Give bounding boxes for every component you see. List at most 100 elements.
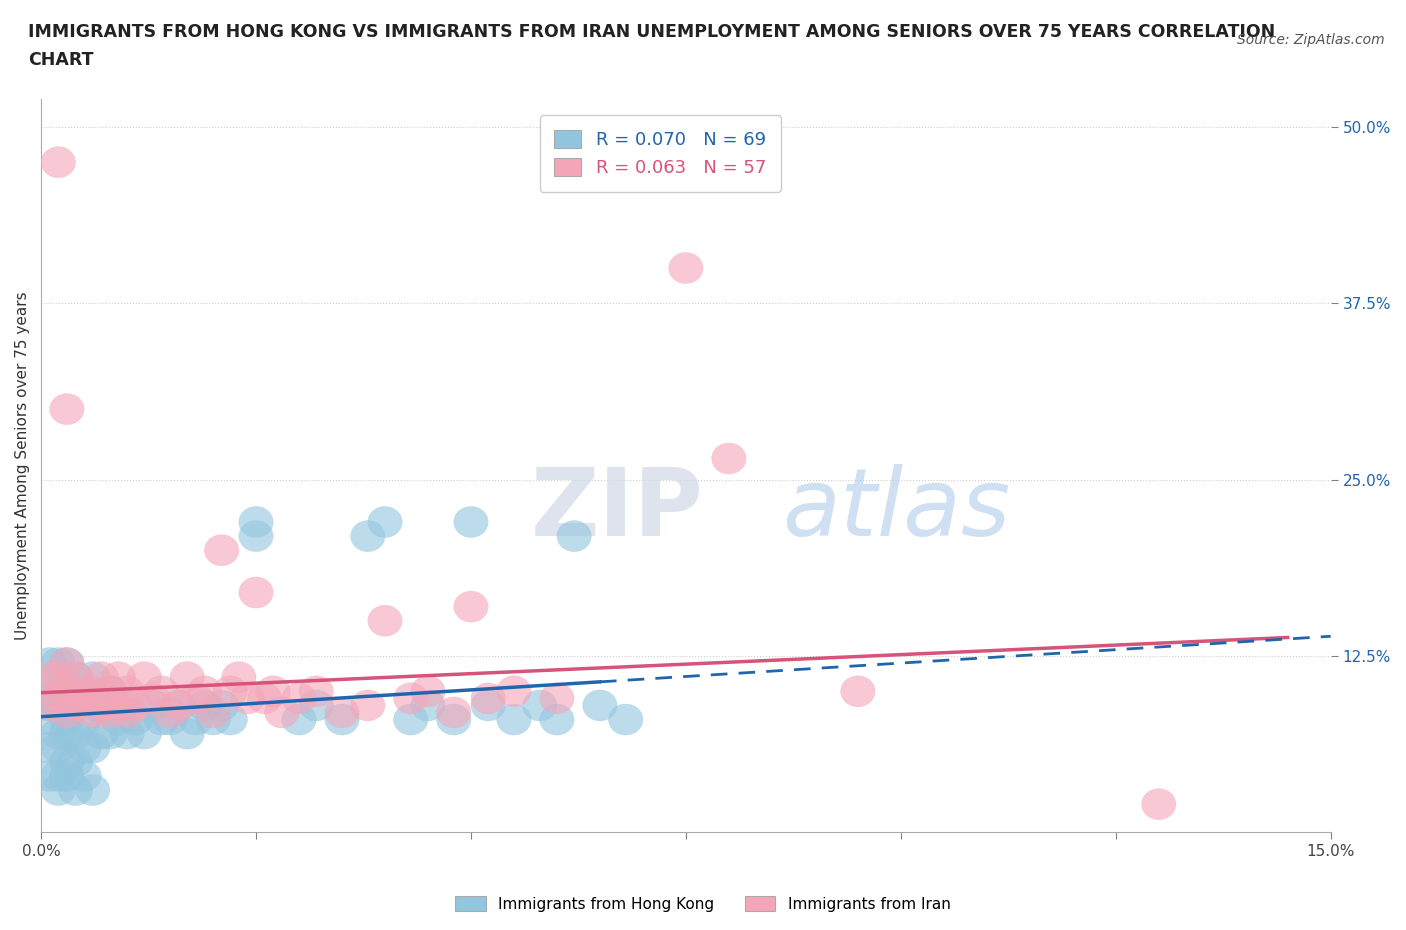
Ellipse shape — [67, 704, 101, 735]
Ellipse shape — [523, 690, 557, 721]
Ellipse shape — [101, 661, 136, 693]
Ellipse shape — [162, 690, 195, 721]
Legend: R = 0.070   N = 69, R = 0.063   N = 57: R = 0.070 N = 69, R = 0.063 N = 57 — [540, 115, 780, 192]
Ellipse shape — [187, 690, 222, 721]
Ellipse shape — [239, 577, 273, 608]
Ellipse shape — [76, 697, 110, 728]
Ellipse shape — [214, 676, 247, 707]
Ellipse shape — [239, 521, 273, 551]
Text: CHART: CHART — [28, 51, 94, 69]
Ellipse shape — [67, 676, 101, 707]
Ellipse shape — [179, 704, 214, 735]
Ellipse shape — [58, 690, 93, 721]
Ellipse shape — [471, 683, 505, 714]
Ellipse shape — [49, 761, 84, 791]
Ellipse shape — [170, 661, 204, 693]
Ellipse shape — [110, 676, 145, 707]
Ellipse shape — [32, 676, 67, 707]
Ellipse shape — [609, 704, 643, 735]
Ellipse shape — [411, 676, 446, 707]
Ellipse shape — [281, 683, 316, 714]
Ellipse shape — [557, 521, 592, 551]
Ellipse shape — [49, 676, 84, 707]
Ellipse shape — [214, 704, 247, 735]
Ellipse shape — [32, 690, 67, 721]
Ellipse shape — [127, 661, 162, 693]
Ellipse shape — [264, 697, 299, 728]
Ellipse shape — [49, 747, 84, 777]
Ellipse shape — [41, 761, 76, 791]
Y-axis label: Unemployment Among Seniors over 75 years: Unemployment Among Seniors over 75 years — [15, 291, 30, 640]
Ellipse shape — [411, 690, 446, 721]
Ellipse shape — [41, 690, 76, 721]
Ellipse shape — [711, 443, 747, 474]
Ellipse shape — [84, 690, 118, 721]
Ellipse shape — [454, 507, 488, 538]
Ellipse shape — [49, 676, 84, 707]
Ellipse shape — [93, 676, 127, 707]
Ellipse shape — [93, 718, 127, 750]
Ellipse shape — [67, 676, 101, 707]
Ellipse shape — [239, 507, 273, 538]
Ellipse shape — [32, 690, 67, 721]
Ellipse shape — [41, 676, 76, 707]
Ellipse shape — [41, 647, 76, 679]
Ellipse shape — [195, 697, 231, 728]
Ellipse shape — [162, 690, 195, 721]
Ellipse shape — [394, 683, 427, 714]
Ellipse shape — [110, 697, 145, 728]
Ellipse shape — [1142, 789, 1175, 819]
Ellipse shape — [540, 683, 574, 714]
Ellipse shape — [187, 676, 222, 707]
Ellipse shape — [67, 761, 101, 791]
Ellipse shape — [67, 683, 101, 714]
Ellipse shape — [76, 661, 110, 693]
Ellipse shape — [84, 718, 118, 750]
Ellipse shape — [204, 535, 239, 565]
Ellipse shape — [41, 661, 76, 693]
Text: Source: ZipAtlas.com: Source: ZipAtlas.com — [1237, 33, 1385, 46]
Ellipse shape — [58, 690, 93, 721]
Ellipse shape — [496, 704, 531, 735]
Ellipse shape — [145, 676, 179, 707]
Ellipse shape — [299, 676, 333, 707]
Ellipse shape — [437, 704, 471, 735]
Ellipse shape — [49, 697, 84, 728]
Ellipse shape — [247, 683, 281, 714]
Ellipse shape — [222, 661, 256, 693]
Ellipse shape — [93, 697, 127, 728]
Ellipse shape — [368, 605, 402, 636]
Ellipse shape — [58, 747, 93, 777]
Ellipse shape — [350, 521, 385, 551]
Ellipse shape — [32, 761, 67, 791]
Ellipse shape — [76, 732, 110, 764]
Ellipse shape — [110, 690, 145, 721]
Ellipse shape — [841, 676, 875, 707]
Ellipse shape — [58, 661, 93, 693]
Ellipse shape — [76, 690, 110, 721]
Ellipse shape — [145, 704, 179, 735]
Ellipse shape — [454, 591, 488, 622]
Ellipse shape — [41, 718, 76, 750]
Ellipse shape — [136, 690, 170, 721]
Text: atlas: atlas — [783, 464, 1011, 555]
Ellipse shape — [368, 507, 402, 538]
Ellipse shape — [582, 690, 617, 721]
Ellipse shape — [118, 690, 153, 721]
Ellipse shape — [41, 732, 76, 764]
Ellipse shape — [49, 718, 84, 750]
Ellipse shape — [49, 704, 84, 735]
Ellipse shape — [256, 676, 291, 707]
Ellipse shape — [471, 690, 505, 721]
Ellipse shape — [299, 690, 333, 721]
Ellipse shape — [127, 718, 162, 750]
Ellipse shape — [669, 252, 703, 284]
Ellipse shape — [32, 732, 67, 764]
Ellipse shape — [84, 690, 118, 721]
Ellipse shape — [41, 147, 76, 178]
Ellipse shape — [204, 690, 239, 721]
Ellipse shape — [58, 661, 93, 693]
Ellipse shape — [540, 704, 574, 735]
Ellipse shape — [41, 775, 76, 805]
Ellipse shape — [136, 683, 170, 714]
